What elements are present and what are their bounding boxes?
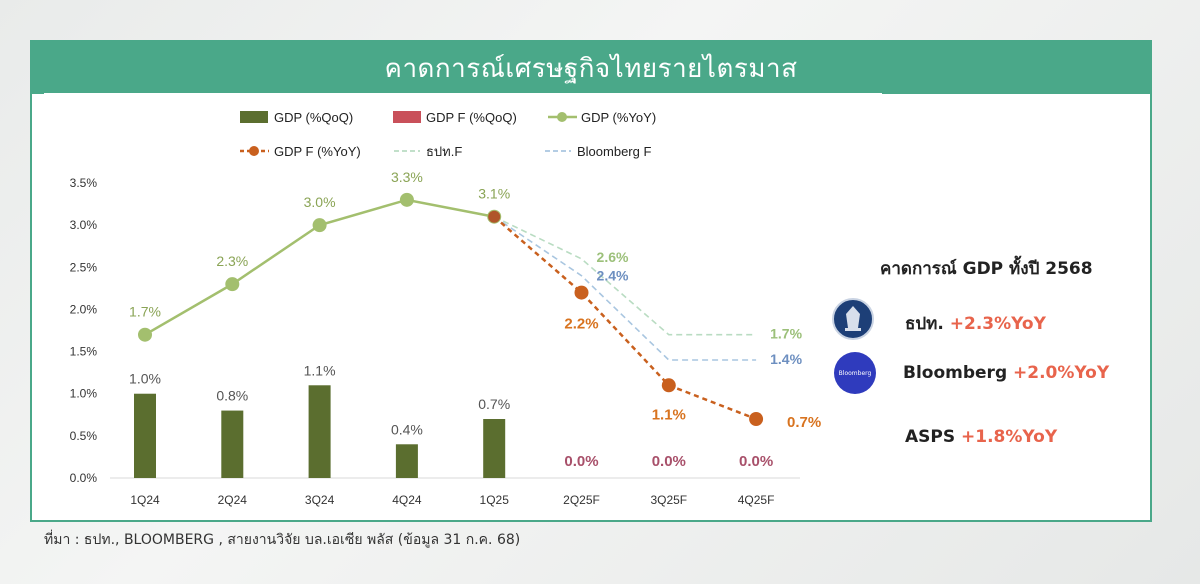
y-tick-label: 1.0% [70,387,98,401]
x-tick-label: 4Q24 [392,493,422,507]
x-tick-label: 2Q25F [563,493,600,507]
data-label-gdp-f-qoq: 0.0% [652,453,686,470]
data-label-gdp-qoq: 0.8% [216,388,248,404]
data-label-gdp-f-yoy: 0.7% [787,414,821,431]
data-label-gdp-yoy: 2.3% [216,253,248,269]
data-label-bot-f: 2.6% [597,249,629,265]
bar-gdp-qoq [221,410,244,478]
legend-label-gdp-yoy: GDP (%YoY) [581,110,656,125]
y-tick-label: 2.0% [70,302,98,316]
legend-label-gdp-f-yoy: GDP F (%YoY) [274,144,361,159]
x-tick-label: 2Q24 [218,493,248,507]
y-tick-label: 0.5% [70,429,98,443]
y-tick-label: 3.5% [70,176,98,190]
banner-title: คาดการณ์เศรษฐกิจไทยรายไตรมาส [32,42,1150,94]
data-label-gdp-qoq: 1.1% [304,362,336,378]
y-tick-label: 0.0% [70,471,98,485]
legend-label-bot-f: ธปท.F [426,144,462,159]
plot-area [44,93,882,518]
x-tick-label: 1Q24 [130,493,160,507]
legend-label-gdp-f-qoq: GDP F (%QoQ) [426,110,517,125]
y-tick-label: 2.5% [70,260,98,274]
data-label-gdp-yoy: 3.1% [478,186,510,202]
x-tick-label: 3Q24 [305,493,335,507]
line-gdp-f-yoy [493,215,757,421]
data-label-gdp-yoy: 3.3% [391,169,423,185]
data-label-gdp-qoq: 0.7% [478,396,510,412]
legend-swatch-gdp-f-qoq [393,111,421,123]
data-label-gdp-qoq: 0.4% [391,421,423,437]
source-note: ที่มา : ธปท., BLOOMBERG , สายงานวิจัย บล… [44,532,521,548]
data-label-gdp-qoq: 1.0% [129,371,161,387]
legend-marker-gdp-f-yoy [249,146,259,156]
bar-gdp-qoq [134,393,156,478]
point-gdp-f-yoy-start [488,210,501,223]
data-label-gdp-f-yoy: 1.1% [652,406,686,423]
bar-gdp-qoq [308,385,331,478]
point-gdp-yoy [225,277,240,292]
legend-label-bloomberg-f: Bloomberg F [577,144,651,159]
data-label-gdp-f-yoy: 2.2% [564,316,598,333]
line-bloomberg-f [493,216,757,361]
line-bot-f [493,215,757,336]
point-gdp-yoy [312,218,327,233]
point-gdp-yoy [399,192,414,207]
legend-swatch-gdp-qoq [240,111,268,123]
legend-marker-gdp-yoy [557,112,567,122]
y-tick-label: 3.0% [70,218,98,232]
data-label-gdp-f-qoq: 0.0% [564,453,598,470]
point-gdp-f-yoy [574,285,589,300]
x-tick-label: 3Q25F [650,493,687,507]
data-label-gdp-f-qoq: 0.0% [739,453,773,470]
y-tick-label: 1.5% [70,345,98,359]
legend-label-gdp-qoq: GDP (%QoQ) [274,110,353,125]
data-label-gdp-yoy: 1.7% [129,304,161,320]
x-tick-label: 4Q25F [738,493,775,507]
x-tick-label: 1Q25 [480,493,510,507]
bar-gdp-qoq [483,419,506,478]
bar-gdp-qoq [395,444,418,478]
point-gdp-f-yoy [749,412,764,426]
data-label-bloomberg-f: 1.4% [770,351,802,367]
data-label-gdp-yoy: 3.0% [304,194,336,210]
data-label-bot-f: 1.7% [770,326,802,342]
data-label-bloomberg-f: 2.4% [597,268,629,284]
point-gdp-yoy [138,327,152,342]
point-gdp-f-yoy [661,378,676,393]
